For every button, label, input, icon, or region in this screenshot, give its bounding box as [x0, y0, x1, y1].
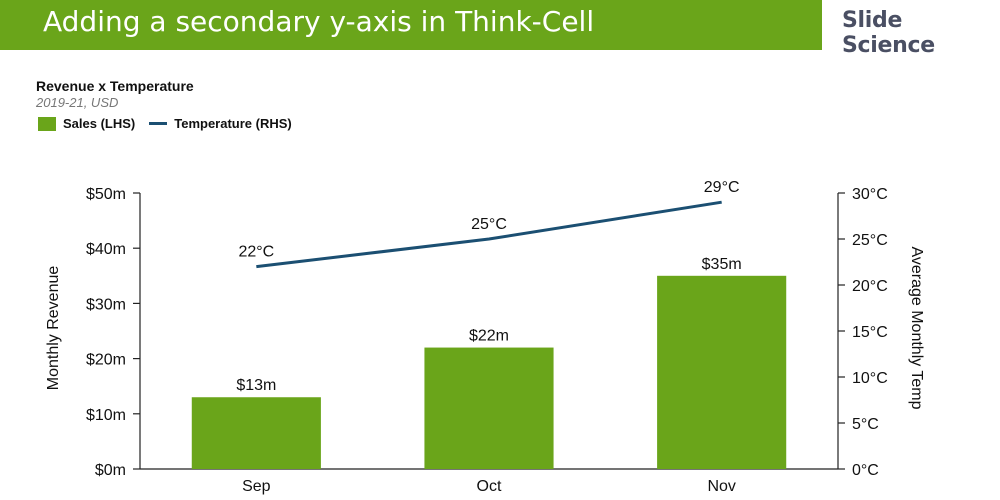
title-banner	[0, 0, 822, 50]
bar-nov	[657, 275, 787, 469]
left-tick-label: $30m	[86, 296, 126, 313]
left-tick-label: $10m	[86, 407, 126, 424]
line-data-label: 22°C	[238, 244, 274, 261]
bar-data-label: $22m	[469, 328, 509, 345]
bar-data-label: $35m	[702, 256, 742, 273]
brand-logo: Slide Science	[842, 8, 935, 58]
legend-swatch-temperature	[149, 122, 168, 125]
right-tick-label: 10°C	[852, 370, 888, 387]
bar-data-label: $13m	[236, 377, 276, 394]
right-tick-label: 25°C	[852, 232, 888, 249]
line-data-label: 29°C	[704, 179, 740, 196]
right-tick-label: 30°C	[852, 186, 888, 203]
left-tick-label: $50m	[86, 186, 126, 203]
right-tick-label: 20°C	[852, 278, 888, 295]
right-tick-label: 5°C	[852, 416, 879, 433]
temperature-line	[256, 200, 722, 269]
bar-oct	[424, 347, 554, 469]
legend: Sales (LHS) Temperature (RHS)	[38, 116, 292, 131]
right-tick-label: 0°C	[852, 462, 879, 479]
line-data-label: 25°C	[471, 216, 507, 233]
x-tick-label: Sep	[242, 478, 271, 495]
left-axis-title: Monthly Revenue	[45, 266, 62, 391]
chart-title: Revenue x Temperature	[36, 78, 194, 94]
chart-subtitle: 2019-21, USD	[36, 95, 119, 110]
bar-sep	[191, 397, 321, 469]
legend-label-sales: Sales (LHS)	[63, 116, 136, 131]
x-tick-label: Oct	[477, 478, 502, 495]
x-tick-label: Nov	[707, 478, 735, 495]
left-tick-label: $40m	[86, 241, 126, 258]
left-tick-label: $20m	[86, 352, 126, 369]
legend-swatch-sales	[38, 116, 56, 131]
page-title: Adding a secondary y-axis in Think-Cell	[43, 5, 595, 38]
left-tick-label: $0m	[95, 462, 126, 479]
legend-label-temperature: Temperature (RHS)	[174, 116, 292, 131]
right-tick-label: 15°C	[852, 324, 888, 341]
right-axis-title: Average Monthly Temp	[908, 246, 925, 409]
